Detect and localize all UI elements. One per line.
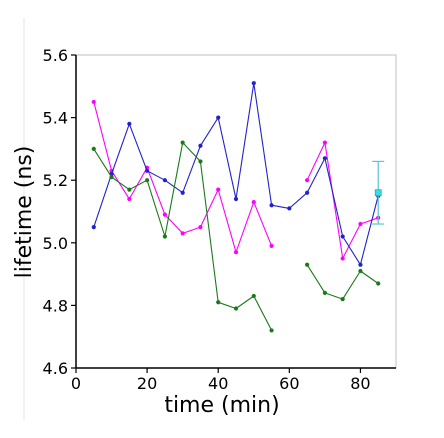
data-point	[305, 178, 310, 183]
data-point	[251, 293, 256, 299]
series-1	[91, 99, 381, 261]
x-tick-label: 80	[350, 374, 370, 393]
data-point	[162, 212, 167, 217]
x-tick-label: 20	[137, 374, 157, 393]
data-point	[180, 190, 185, 195]
series-line	[93, 82, 379, 266]
errorbar-marker	[374, 189, 382, 197]
y-tick-label: 4.6	[43, 359, 68, 378]
series-2	[91, 81, 381, 267]
data-point	[216, 115, 221, 120]
data-point	[109, 174, 114, 180]
series-3	[91, 140, 381, 333]
series-line	[93, 142, 273, 331]
series-line	[306, 264, 379, 300]
data-point	[233, 306, 239, 311]
y-tick-label: 5.4	[43, 109, 68, 128]
data-point	[127, 121, 132, 126]
data-point	[127, 196, 132, 202]
data-point	[91, 225, 96, 230]
data-point	[162, 234, 167, 239]
axis-ticks: 0 20 40 60 80 4.6 4.8 5.0 5.2 5.4 5.6	[43, 46, 371, 393]
y-tick-label: 5.6	[43, 46, 68, 65]
data-point	[162, 178, 167, 183]
errorbar-layer	[372, 160, 385, 225]
data-point	[322, 140, 327, 145]
data-point	[145, 178, 150, 183]
data-point	[198, 225, 203, 230]
data-point	[322, 290, 327, 295]
data-point	[322, 156, 327, 161]
x-tick-label: 40	[208, 374, 228, 393]
data-point	[180, 231, 185, 236]
data-point	[269, 243, 274, 249]
data-point	[216, 300, 221, 305]
series-layer	[91, 81, 381, 333]
data-point	[216, 187, 221, 192]
data-point	[91, 146, 96, 151]
data-point	[251, 200, 256, 205]
data-point	[233, 196, 239, 202]
data-point	[340, 256, 345, 261]
data-point	[198, 143, 203, 148]
y-tick-label: 4.8	[43, 296, 68, 315]
series-line	[93, 101, 273, 253]
data-point	[269, 328, 274, 333]
y-axis-label: lifetime (ns)	[12, 146, 37, 279]
data-point	[340, 297, 345, 302]
data-point	[358, 262, 363, 267]
data-point	[358, 221, 363, 227]
data-point	[305, 262, 310, 267]
data-point	[91, 99, 96, 105]
series-line	[306, 142, 379, 259]
x-axis-label: time (min)	[164, 393, 279, 418]
y-tick-label: 5.0	[43, 234, 68, 253]
y-tick-label: 5.2	[43, 171, 68, 190]
data-point	[269, 203, 274, 208]
data-point	[198, 159, 203, 164]
data-point	[358, 268, 363, 274]
plot-frame	[75, 54, 397, 369]
data-point	[305, 190, 310, 195]
data-point	[145, 168, 150, 173]
data-point	[376, 281, 381, 286]
x-tick-label: 0	[71, 374, 81, 393]
data-point	[180, 140, 185, 145]
data-point	[127, 187, 132, 192]
data-point	[287, 206, 292, 211]
data-point	[251, 81, 256, 86]
x-tick-label: 60	[279, 374, 299, 393]
data-point	[340, 234, 345, 239]
data-point	[233, 250, 239, 255]
